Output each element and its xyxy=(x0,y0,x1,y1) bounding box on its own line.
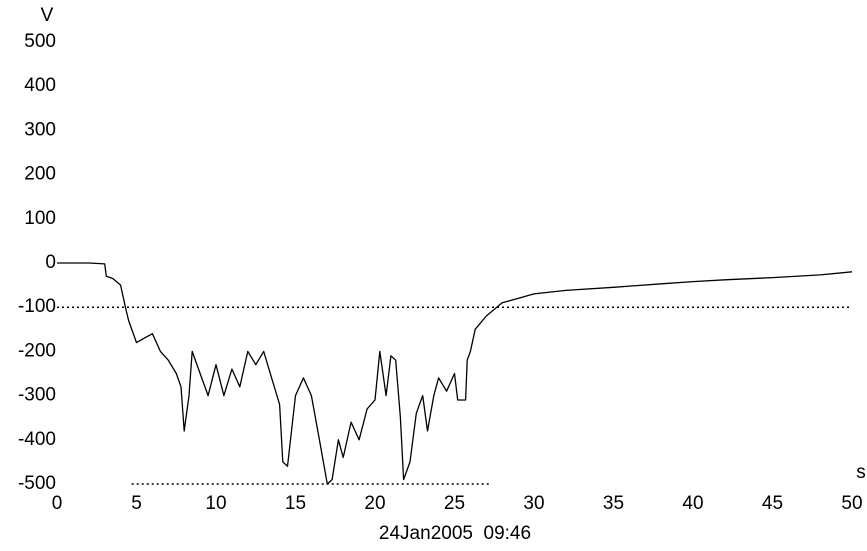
timestamp: 24Jan2005 09:46 xyxy=(379,523,531,544)
x-tick-label: 0 xyxy=(52,493,63,514)
y-tick-label: 100 xyxy=(24,208,56,229)
y-tick-label: -100 xyxy=(18,296,56,317)
y-tick-label: 400 xyxy=(24,75,56,96)
x-tick-label: 15 xyxy=(285,493,306,514)
x-tick-label: 40 xyxy=(682,493,703,514)
x-tick-label: 20 xyxy=(364,493,385,514)
x-tick-label: 50 xyxy=(841,493,862,514)
x-tick-label: 5 xyxy=(131,493,142,514)
y-axis-label: V xyxy=(41,5,54,26)
y-tick-label: 200 xyxy=(24,164,56,185)
y-tick-label: -300 xyxy=(18,385,56,406)
y-tick-label: 300 xyxy=(24,119,56,140)
y-tick-label: 500 xyxy=(24,31,56,52)
x-tick-label: 25 xyxy=(444,493,465,514)
x-tick-label: 35 xyxy=(603,493,624,514)
y-tick-label: 0 xyxy=(45,252,56,273)
signal-line xyxy=(57,262,853,485)
x-tick-label: 10 xyxy=(205,493,226,514)
y-tick-label: -500 xyxy=(18,473,56,494)
x-tick-label: 45 xyxy=(762,493,783,514)
y-tick-label: -200 xyxy=(18,340,56,361)
x-axis-label: s xyxy=(856,462,866,483)
y-tick-label: -400 xyxy=(18,429,56,450)
x-tick-label: 30 xyxy=(523,493,544,514)
